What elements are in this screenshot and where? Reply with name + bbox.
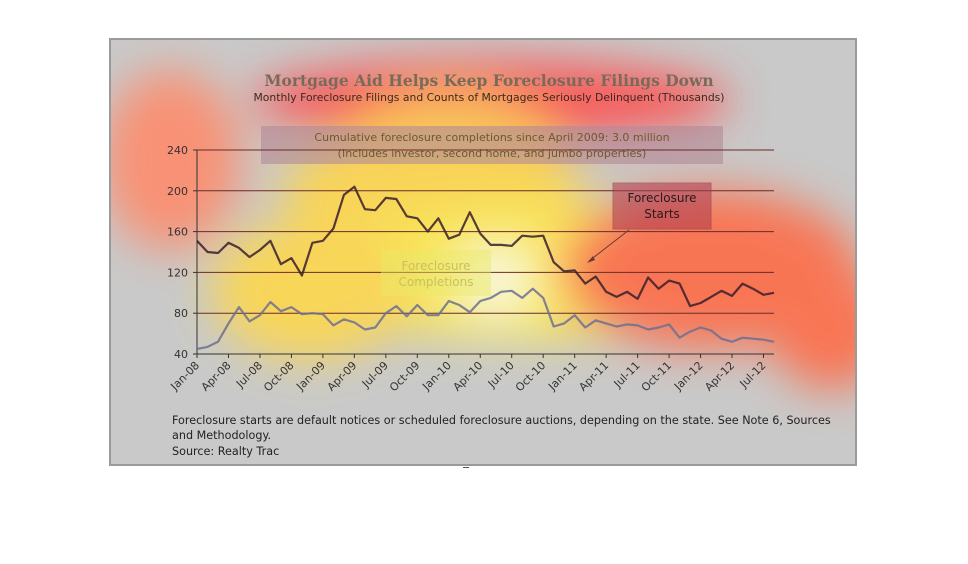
- y-tick-label-120: 120: [167, 266, 188, 279]
- annotation-line-2: (Includes investor, second home, and jum…: [338, 147, 647, 160]
- y-tick-label-160: 160: [167, 226, 188, 239]
- starts-label-line-1: Foreclosure: [627, 191, 696, 205]
- y-tick-label-200: 200: [167, 185, 188, 198]
- x-tick-label-Apr-12: Apr-12: [702, 359, 737, 394]
- x-tick-label-Jan-09: Jan-09: [293, 359, 328, 394]
- axes: [193, 149, 774, 358]
- starts-pointer-arrow: [587, 256, 595, 263]
- chart-panel: Cumulative foreclosure completions since…: [109, 38, 857, 466]
- x-tick-label-Oct-10: Oct-10: [513, 359, 548, 394]
- y-tick-label-80: 80: [174, 307, 188, 320]
- foreclosure-chart: Cumulative foreclosure completions since…: [111, 60, 855, 458]
- foreclosure-starts-line: [196, 185, 775, 308]
- footnote-line-2: and Methodology.: [172, 429, 271, 442]
- x-tick-label-Jan-12: Jan-12: [671, 359, 706, 394]
- x-tick-label-Oct-08: Oct-08: [261, 359, 296, 394]
- x-tick-label-Apr-09: Apr-09: [325, 359, 360, 394]
- y-tick-labels: 40 80 120 160 200 240: [167, 144, 188, 361]
- x-tick-label-Jul-12: Jul-12: [737, 359, 769, 391]
- series-lines: [196, 185, 775, 350]
- chart-subtitle: Monthly Foreclosure Filings and Counts o…: [253, 91, 724, 104]
- starts-label-box: [612, 182, 712, 230]
- source-note: Source: Realty Trac: [172, 445, 279, 458]
- x-tick-label-Jul-10: Jul-10: [485, 359, 517, 391]
- cursor-mark: [463, 467, 469, 468]
- completions-label-line-1: Foreclosure: [401, 259, 470, 273]
- x-tick-label-Oct-09: Oct-09: [387, 359, 422, 394]
- x-tick-label-Jul-09: Jul-09: [359, 359, 391, 391]
- x-tick-label-Jul-11: Jul-11: [611, 359, 643, 391]
- footnote-line-1: Foreclosure starts are default notices o…: [172, 414, 831, 427]
- x-tick-label-Oct-11: Oct-11: [639, 359, 674, 394]
- x-tick-label-Jan-11: Jan-11: [545, 359, 580, 394]
- y-tick-label-40: 40: [174, 348, 188, 361]
- x-tick-label-Apr-10: Apr-10: [451, 359, 486, 394]
- starts-label-line-2: Starts: [644, 207, 680, 221]
- annotation-box: [261, 126, 723, 164]
- completions-label-box: [381, 250, 491, 296]
- heatmap-overlay: [111, 60, 855, 390]
- chart-title: Mortgage Aid Helps Keep Foreclosure Fili…: [264, 71, 713, 90]
- x-tick-label-Jan-10: Jan-10: [419, 359, 454, 394]
- x-tick-label-Apr-08: Apr-08: [199, 359, 234, 394]
- starts-pointer-line: [588, 229, 630, 262]
- y-tick-label-240: 240: [167, 144, 188, 157]
- x-tick-label-Jul-08: Jul-08: [233, 359, 265, 391]
- foreclosure-completions-line: [196, 287, 775, 350]
- completions-label-line-2: Completions: [399, 275, 474, 289]
- x-tick-label-Jan-08: Jan-08: [168, 359, 203, 394]
- annotation-line-1: Cumulative foreclosure completions since…: [314, 131, 669, 144]
- x-tick-label-Apr-11: Apr-11: [576, 359, 611, 394]
